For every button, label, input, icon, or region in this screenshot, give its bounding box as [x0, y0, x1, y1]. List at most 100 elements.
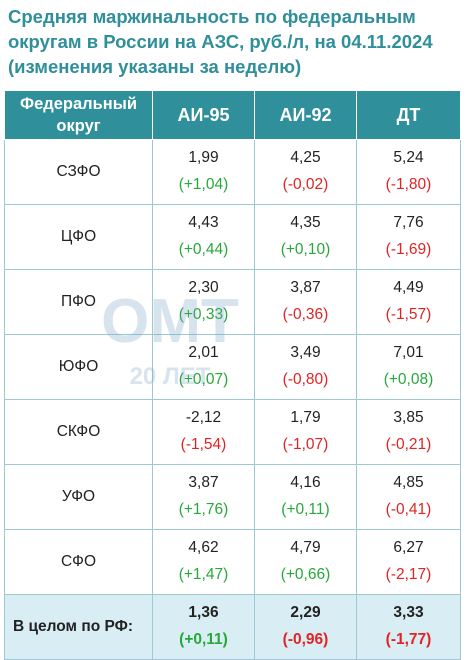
- table-row: ЮФО 2,01 (+0,07) 3,49 (-0,80) 7,01 (+0,08): [4, 334, 461, 400]
- ai95-change: (+1,47): [178, 566, 229, 583]
- dt-change: (-2,17): [385, 566, 432, 583]
- ai92-cell: 4,25 (-0,02): [254, 139, 357, 205]
- dt-cell: 7,76 (-1,69): [356, 204, 461, 270]
- ai92-change: (+0,11): [281, 501, 330, 518]
- dt-cell: 4,49 (-1,57): [356, 269, 461, 335]
- dt-cell-content: 3,33 (-1,77): [357, 595, 460, 659]
- dt-cell: 7,01 (+0,08): [356, 334, 461, 400]
- ai92-value: 2,29: [290, 604, 321, 621]
- region-cell: В целом по РФ:: [4, 594, 153, 660]
- ai92-cell-content: 4,16 (+0,11): [255, 465, 356, 529]
- ai92-change: (-0,80): [282, 371, 329, 388]
- ai92-cell: 4,16 (+0,11): [254, 464, 357, 530]
- table-row: СФО 4,62 (+1,47) 4,79 (+0,66) 6,27 (-2,17): [4, 529, 461, 595]
- ai95-change: (+0,44): [178, 241, 229, 258]
- ai92-cell: 2,29 (-0,96): [254, 594, 357, 660]
- header-ai92: АИ-92: [254, 90, 357, 140]
- dt-cell: 3,33 (-1,77): [356, 594, 461, 660]
- ai95-cell-content: 1,99 (+1,04): [153, 140, 254, 204]
- ai92-cell-content: 3,49 (-0,80): [255, 335, 356, 399]
- ai95-cell: 1,36 (+0,11): [152, 594, 255, 660]
- ai92-value: 4,25: [290, 149, 321, 166]
- dt-value: 7,76: [393, 214, 424, 231]
- header-region-line-1: Федеральный: [20, 95, 137, 113]
- ai95-value: 4,43: [188, 214, 219, 231]
- ai92-cell: 4,35 (+0,10): [254, 204, 357, 270]
- header-region-line-2: округ: [56, 117, 101, 135]
- ai95-cell-content: -2,12 (-1,54): [153, 400, 254, 464]
- ai95-change: (+1,76): [178, 501, 229, 518]
- ai95-cell: -2,12 (-1,54): [152, 399, 255, 465]
- header-dt: ДТ: [356, 90, 461, 140]
- dt-value: 3,85: [393, 409, 424, 426]
- dt-cell-content: 5,24 (-1,80): [357, 140, 460, 204]
- ai92-cell: 1,79 (-1,07): [254, 399, 357, 465]
- dt-value: 7,01: [393, 344, 424, 361]
- ai95-cell-content: 3,87 (+1,76): [153, 465, 254, 529]
- ai95-cell: 1,99 (+1,04): [152, 139, 255, 205]
- ai92-cell-content: 1,79 (-1,07): [255, 400, 356, 464]
- ai92-cell-content: 4,79 (+0,66): [255, 530, 356, 594]
- ai92-cell: 3,49 (-0,80): [254, 334, 357, 400]
- title-line-1: Средняя маржинальность по федеральным: [8, 6, 416, 27]
- dt-cell: 5,24 (-1,80): [356, 139, 461, 205]
- ai92-change: (-0,36): [282, 306, 329, 323]
- ai92-cell: 3,87 (-0,36): [254, 269, 357, 335]
- dt-change: (-1,57): [385, 306, 432, 323]
- ai92-value: 1,79: [290, 409, 321, 426]
- table-body: СЗФО 1,99 (+1,04) 4,25 (-0,02) 5,24 (-1,80) ЦФО…: [4, 139, 461, 660]
- region-cell: УФО: [4, 464, 153, 530]
- dt-cell: 3,85 (-0,21): [356, 399, 461, 465]
- ai95-change: (+0,33): [178, 306, 229, 323]
- dt-cell-content: 4,49 (-1,57): [357, 270, 460, 334]
- ai95-cell-content: 1,36 (+0,11): [153, 595, 254, 659]
- title-line-3: (изменения указаны за неделю): [8, 56, 302, 77]
- region-cell: ЮФО: [4, 334, 153, 400]
- table-row: СКФО -2,12 (-1,54) 1,79 (-1,07) 3,85 (-0,21): [4, 399, 461, 465]
- table-row: ПФО 2,30 (+0,33) 3,87 (-0,36) 4,49 (-1,57): [4, 269, 461, 335]
- ai92-value: 3,87: [290, 279, 321, 296]
- dt-value: 4,85: [393, 474, 424, 491]
- ai92-cell: 4,79 (+0,66): [254, 529, 357, 595]
- ai92-cell-content: 3,87 (-0,36): [255, 270, 356, 334]
- ai95-value: 2,30: [188, 279, 219, 296]
- ai95-change: (+0,11): [179, 631, 228, 648]
- ai92-change: (+0,10): [280, 241, 331, 258]
- ai92-change: (-0,96): [282, 631, 329, 648]
- ai95-change: (+0,07): [178, 371, 229, 388]
- region-cell: ЦФО: [4, 204, 153, 270]
- ai92-value: 4,79: [290, 539, 321, 556]
- ai95-value: 2,01: [188, 344, 219, 361]
- dt-value: 3,33: [393, 604, 424, 621]
- dt-change: (-0,21): [385, 436, 432, 453]
- dt-cell-content: 7,76 (-1,69): [357, 205, 460, 269]
- header-ai95: АИ-95: [152, 90, 255, 140]
- dt-change: (-1,80): [385, 176, 432, 193]
- dt-value: 4,49: [393, 279, 424, 296]
- ai92-value: 4,35: [290, 214, 321, 231]
- dt-cell-content: 3,85 (-0,21): [357, 400, 460, 464]
- dt-cell-content: 4,85 (-0,41): [357, 465, 460, 529]
- title-line-2: округам в России на АЗС, руб./л, на 04.1…: [8, 31, 433, 52]
- ai95-cell-content: 2,01 (+0,07): [153, 335, 254, 399]
- dt-change: (-0,41): [385, 501, 432, 518]
- table-header-row: Федеральный округ АИ-95 АИ-92 ДТ: [4, 90, 461, 140]
- ai95-value: 4,62: [188, 539, 219, 556]
- chart-title: Средняя маржинальность по федеральным ок…: [8, 4, 458, 79]
- ai95-cell: 2,30 (+0,33): [152, 269, 255, 335]
- ai92-change: (-0,02): [282, 176, 329, 193]
- ai92-cell-content: 4,25 (-0,02): [255, 140, 356, 204]
- ai92-change: (+0,66): [280, 566, 331, 583]
- ai92-value: 3,49: [290, 344, 321, 361]
- dt-cell-content: 7,01 (+0,08): [357, 335, 460, 399]
- region-cell: ПФО: [4, 269, 153, 335]
- ai95-cell: 3,87 (+1,76): [152, 464, 255, 530]
- region-cell: СФО: [4, 529, 153, 595]
- ai95-change: (-1,54): [180, 436, 227, 453]
- dt-cell: 4,85 (-0,41): [356, 464, 461, 530]
- dt-value: 5,24: [393, 149, 424, 166]
- ai95-cell: 2,01 (+0,07): [152, 334, 255, 400]
- ai92-value: 4,16: [290, 474, 321, 491]
- ai95-cell-content: 4,43 (+0,44): [153, 205, 254, 269]
- header-region: Федеральный округ: [4, 90, 153, 140]
